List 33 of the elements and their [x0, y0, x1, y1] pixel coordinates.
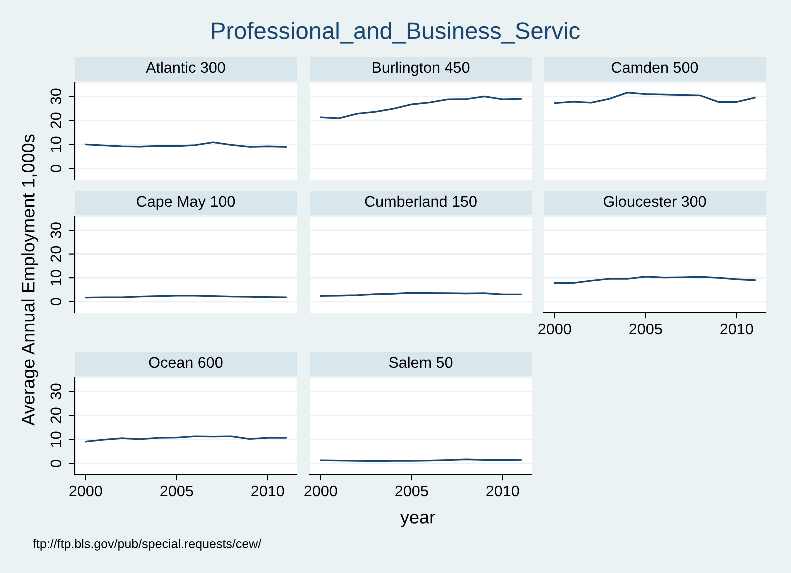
x-tick-label: 2005 [630, 324, 662, 335]
chart-title: Burlington 450 [372, 62, 470, 76]
x-tick-label: 2005 [396, 486, 428, 497]
chart-title: Salem 50 [389, 356, 453, 368]
chart-title: Ocean 600 [149, 357, 223, 368]
x-tick-label: 2010 [486, 486, 520, 497]
chart-title: Cumberland 150 [365, 196, 477, 208]
y-tick-label: 30 [50, 384, 62, 400]
y-tick-label: 0 [50, 298, 62, 306]
x-tick-label: 2005 [160, 486, 194, 497]
x-tick-label: 2000 [304, 486, 338, 497]
text: year [400, 514, 436, 528]
y-tick-label: 30 [50, 88, 62, 105]
y-tick-label: 0 [50, 165, 62, 172]
x-tick-label: 2010 [252, 486, 284, 497]
chart-title: Cape May 100 [137, 196, 236, 210]
x-tick-label: 2010 [720, 324, 754, 335]
text: Average Annual Employment 1,000s [22, 134, 38, 426]
chart-title: Gloucester 300 [604, 196, 706, 208]
y-tick-label: 10 [50, 136, 62, 152]
y-tick-label: 10 [50, 432, 62, 448]
y-tick-label: 10 [50, 270, 62, 286]
text: Professional_and_Business_Servic [212, 22, 580, 44]
y-tick-label: 0 [50, 460, 62, 468]
chart-title: Atlantic 300 [146, 62, 226, 74]
y-tick-label: 20 [50, 112, 62, 128]
x-tick-label: 2000 [538, 324, 572, 335]
y-tick-label: 20 [50, 408, 62, 424]
text: ftp://ftp.bls.gov/pub/special.requests/cew/ [33, 539, 262, 551]
y-tick-label: 20 [50, 246, 62, 262]
x-tick-label: 2000 [70, 486, 102, 497]
chart-title: Camden 500 [612, 62, 698, 74]
y-tick-label: 30 [50, 222, 62, 238]
